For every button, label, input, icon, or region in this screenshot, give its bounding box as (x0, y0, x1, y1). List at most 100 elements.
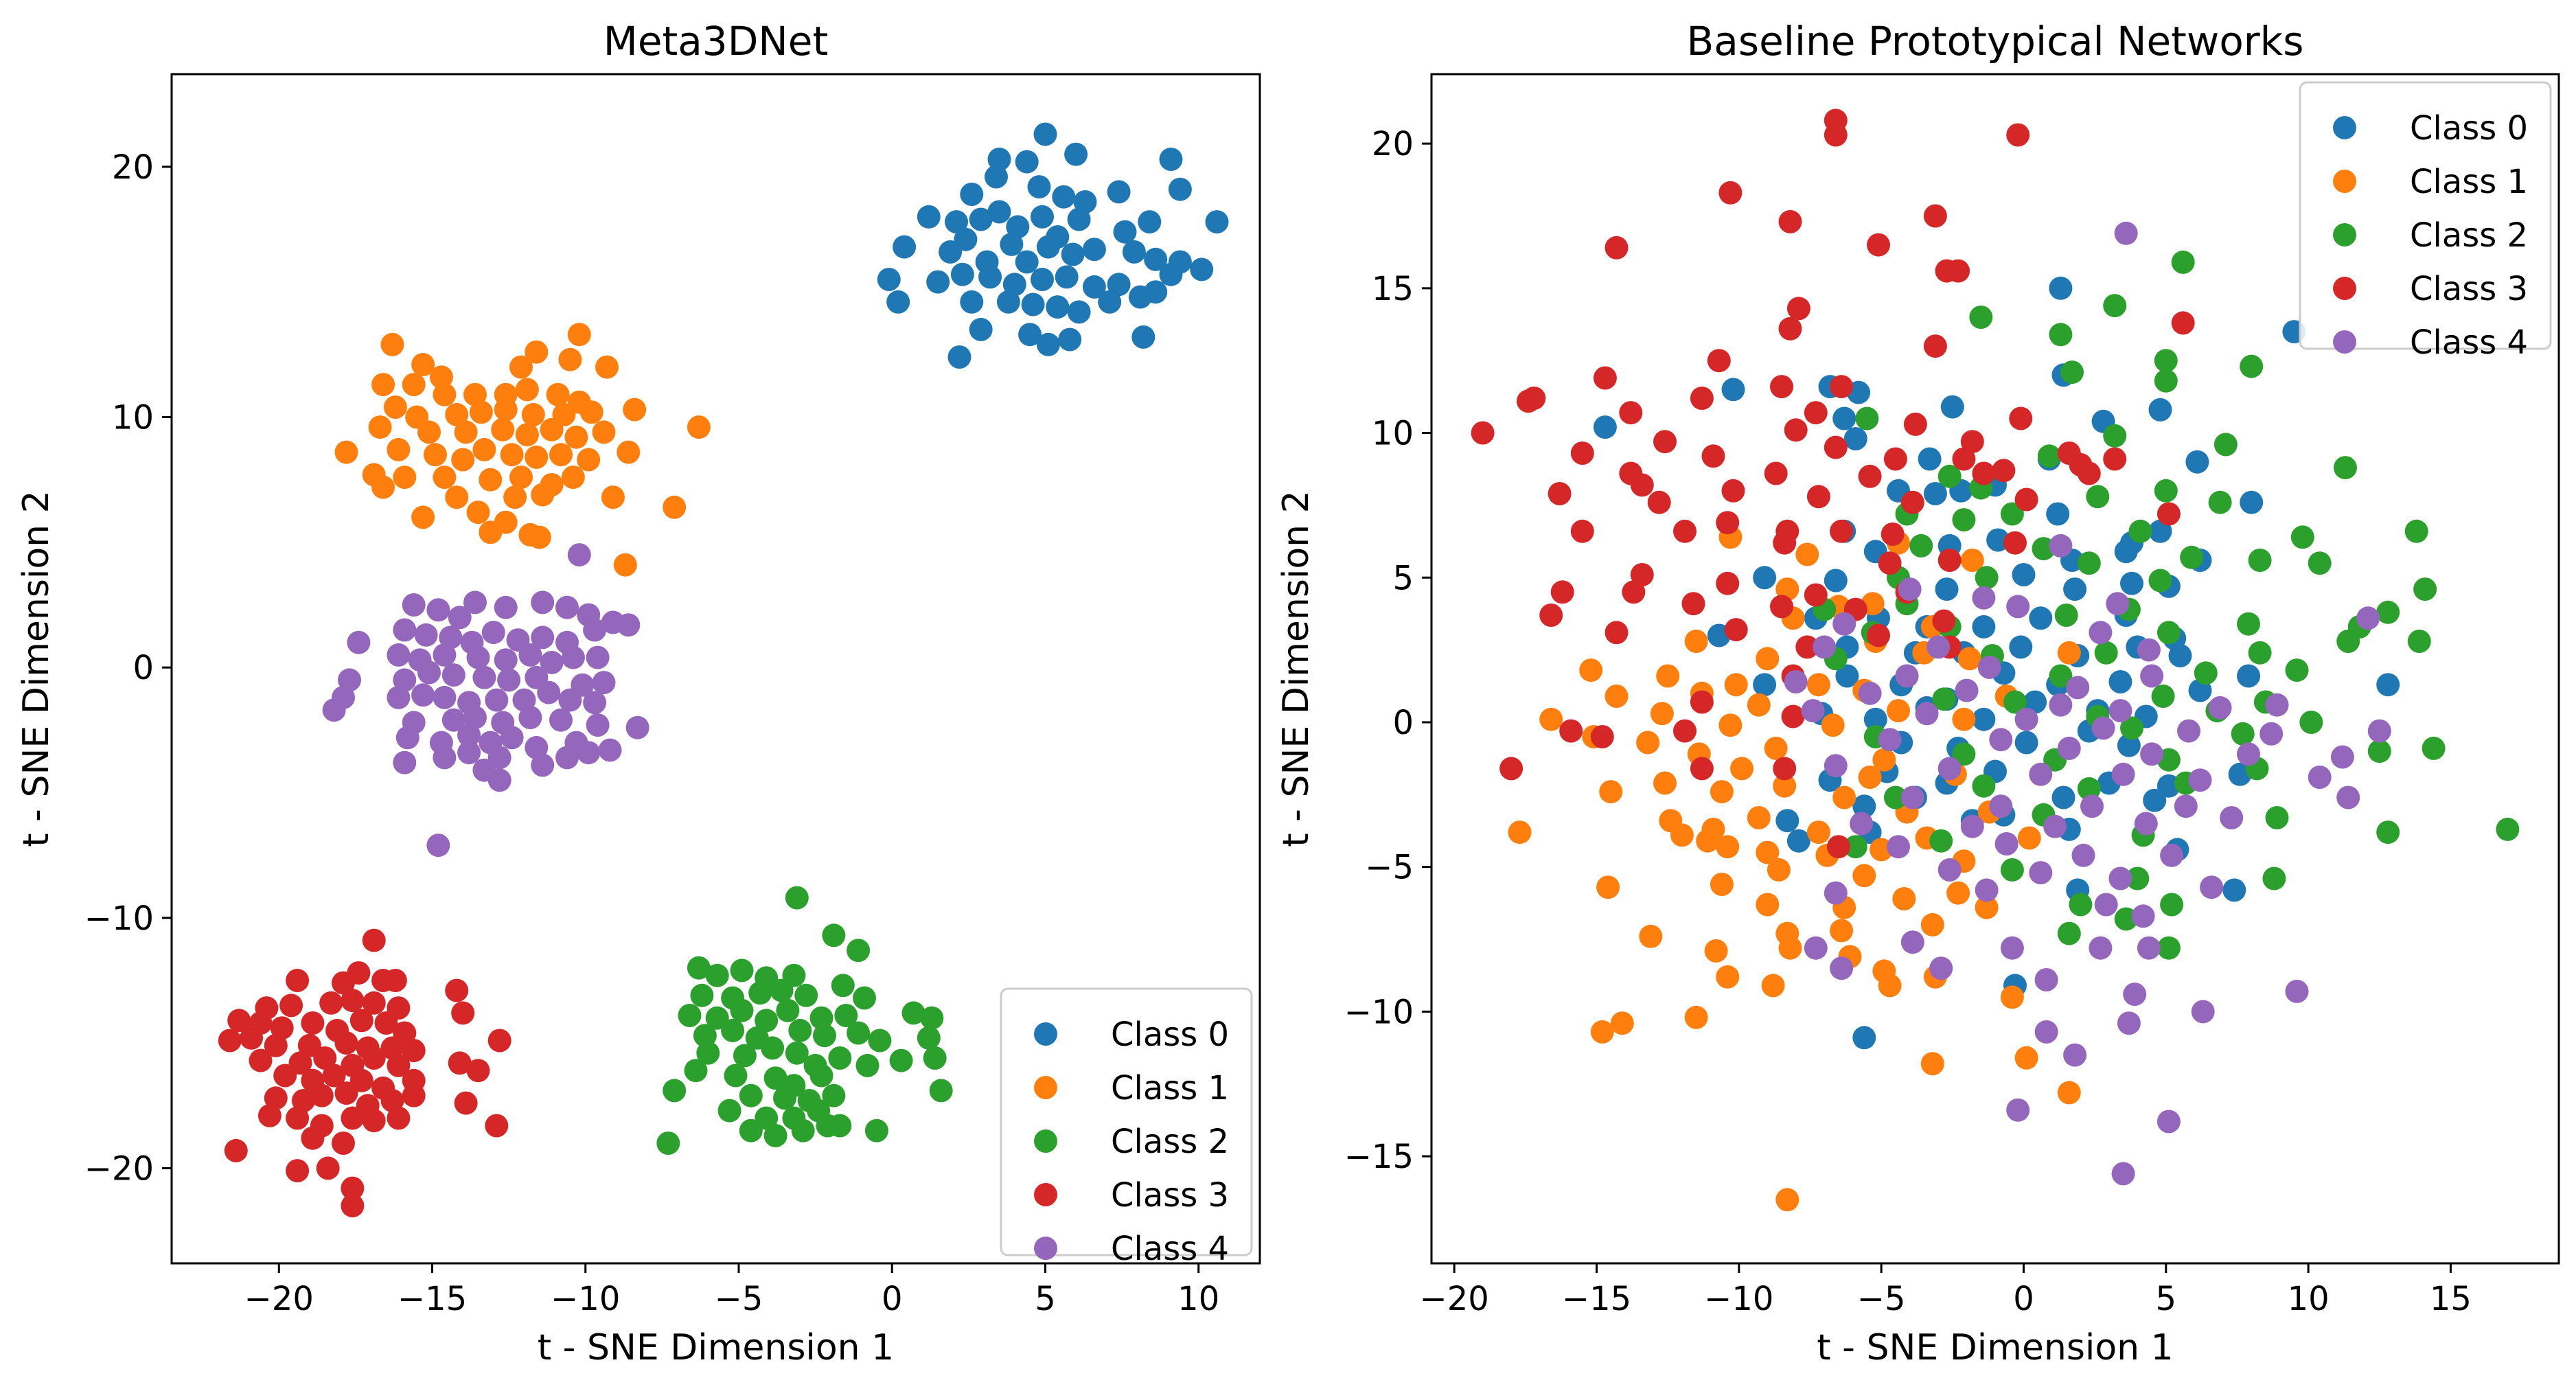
point-class-0 (926, 270, 950, 294)
point-class-1 (617, 440, 641, 464)
point-class-1 (479, 468, 503, 492)
point-class-4 (1927, 635, 1951, 659)
point-class-1 (623, 398, 647, 422)
x-tick-label: 0 (2013, 1280, 2034, 1318)
legend-label-class-4: Class 4 (1111, 1230, 1229, 1268)
point-class-2 (785, 886, 809, 910)
legend-marker-class-0 (2333, 116, 2356, 139)
legend-marker-class-1 (2333, 170, 2356, 193)
point-class-2 (770, 978, 794, 1002)
point-class-1 (380, 332, 404, 356)
point-class-2 (2077, 551, 2101, 575)
point-class-1 (1892, 887, 1916, 910)
point-class-0 (987, 148, 1011, 171)
point-class-3 (286, 1159, 310, 1183)
legend: Class 0 Class 1 Class 2 Class 3 Class 4 (1000, 987, 1253, 1268)
point-class-1 (472, 437, 496, 461)
point-class-2 (2154, 479, 2178, 503)
point-class-3 (1826, 835, 1850, 859)
point-class-4 (2000, 936, 2024, 960)
series-class-0 (877, 122, 1229, 369)
point-class-3 (264, 1086, 288, 1110)
point-class-3 (445, 978, 469, 1002)
legend-marker-class-3 (2333, 277, 2356, 300)
point-class-3 (332, 971, 355, 995)
point-class-4 (558, 688, 582, 712)
point-class-0 (1036, 332, 1060, 356)
y-tick-label: 15 (1372, 270, 1414, 308)
point-class-1 (500, 443, 524, 467)
y-tick-label: 20 (112, 148, 154, 187)
point-class-2 (2376, 600, 2400, 624)
point-class-4 (2285, 979, 2309, 1003)
legend-label-class-3: Class 3 (1111, 1176, 1229, 1215)
point-class-0 (1753, 566, 1777, 590)
point-class-2 (739, 1083, 763, 1107)
point-class-4 (2330, 745, 2354, 769)
point-class-2 (2262, 866, 2286, 891)
point-class-3 (1795, 635, 1819, 659)
point-class-4 (338, 668, 361, 692)
point-class-2 (684, 1059, 708, 1083)
point-class-4 (2006, 595, 2030, 619)
point-class-2 (2148, 569, 2172, 593)
point-class-0 (1002, 273, 1026, 297)
point-class-4 (586, 645, 610, 669)
point-class-4 (583, 691, 607, 715)
point-class-3 (1605, 621, 1629, 645)
point-class-0 (1144, 280, 1168, 304)
point-class-2 (1929, 829, 1953, 853)
point-class-1 (445, 485, 469, 509)
point-class-0 (2117, 733, 2141, 757)
point-class-4 (1784, 670, 1808, 693)
point-class-3 (334, 1031, 358, 1055)
point-class-3 (1630, 563, 1654, 586)
point-class-4 (2356, 606, 2380, 630)
point-class-1 (1773, 774, 1797, 798)
point-class-4 (481, 621, 505, 645)
x-axis-label: t - SNE Dimension 1 (1817, 1327, 2174, 1368)
point-class-4 (2367, 719, 2391, 743)
point-class-4 (549, 708, 573, 732)
point-class-1 (1756, 893, 1780, 917)
point-class-3 (1690, 757, 1714, 781)
y-tick-label: −10 (84, 899, 154, 938)
point-class-1 (509, 466, 533, 490)
point-class-4 (2049, 533, 2073, 558)
point-class-1 (515, 378, 539, 402)
point-class-2 (1952, 508, 1976, 531)
point-class-0 (1775, 809, 1799, 833)
point-class-1 (424, 443, 447, 467)
point-class-0 (886, 290, 910, 314)
point-class-2 (1969, 306, 1993, 329)
point-class-4 (518, 706, 542, 730)
point-class-1 (1946, 881, 1970, 905)
point-class-1 (469, 400, 493, 424)
point-class-3 (334, 1081, 358, 1105)
point-class-0 (960, 290, 984, 314)
point-class-2 (763, 1124, 787, 1147)
point-class-1 (1775, 1188, 1799, 1212)
point-class-1 (371, 373, 395, 397)
point-class-4 (417, 661, 441, 685)
point-class-4 (2089, 936, 2113, 960)
point-class-4 (2006, 1098, 2030, 1122)
legend-label-class-2: Class 2 (1111, 1123, 1229, 1161)
point-class-2 (864, 1118, 888, 1142)
point-class-1 (2014, 1046, 2038, 1070)
point-class-0 (2012, 563, 2036, 586)
point-class-1 (411, 505, 435, 529)
point-class-1 (663, 495, 687, 519)
point-class-2 (2160, 893, 2184, 917)
point-class-1 (1599, 780, 1623, 804)
point-class-1 (383, 395, 407, 419)
point-class-0 (1918, 447, 1942, 471)
y-tick-label: −10 (1344, 993, 1414, 1031)
chart-title: Baseline Prototypical Networks (1687, 18, 2304, 65)
point-class-1 (1610, 1011, 1634, 1035)
point-class-0 (1064, 142, 1088, 166)
point-class-2 (1843, 835, 1867, 859)
point-class-2 (2157, 621, 2181, 645)
point-class-1 (1636, 731, 1660, 755)
point-class-3 (1830, 375, 1854, 399)
